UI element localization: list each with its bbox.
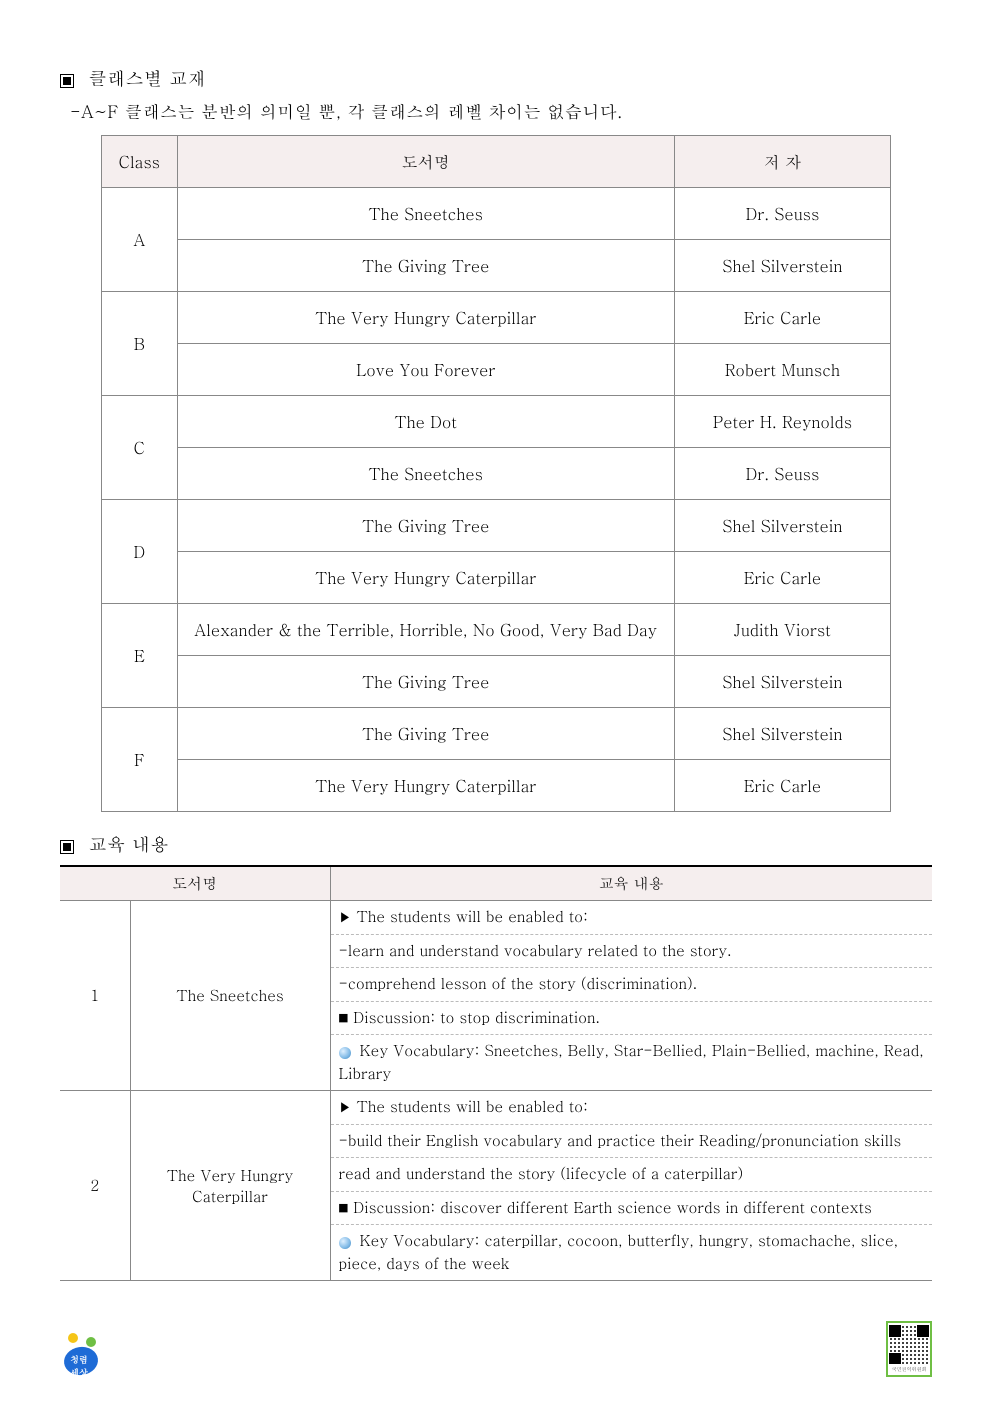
book-cell: The Giving Tree [177, 708, 674, 760]
book-cell: The Dot [177, 396, 674, 448]
section-title: 교육 내용 [89, 832, 170, 857]
section-header-materials: 클래스별 교재 [60, 66, 932, 91]
qr-code-icon [889, 1325, 929, 1364]
education-content-table: 도서명 교육 내용 1The Sneetches▶ The students w… [60, 865, 932, 1281]
author-cell: Eric Carle [674, 292, 890, 344]
table-row: Love You ForeverRobert Munsch [102, 344, 891, 396]
table-row: The Very Hungry CaterpillarEric Carle [102, 760, 891, 812]
author-cell: Dr. Seuss [674, 448, 890, 500]
book-cell: The Sneetches [177, 188, 674, 240]
book-cell: The Very Hungry Caterpillar [130, 1091, 330, 1281]
class-cell: C [102, 396, 178, 500]
author-cell: Shel Silverstein [674, 708, 890, 760]
table-row: DThe Giving TreeShel Silverstein [102, 500, 891, 552]
content-line: -comprehend lesson of the story (discrim… [331, 968, 933, 1002]
table-row: CThe DotPeter H. Reynolds [102, 396, 891, 448]
section-subnote: -A~F 클래스는 분반의 의미일 뿐, 각 클래스의 레벨 차이는 없습니다. [70, 99, 932, 123]
footer-qr: 국민권익위원회 [886, 1321, 932, 1377]
content-line: Key Vocabulary: caterpillar, cocoon, but… [331, 1225, 933, 1280]
footer-logo: 청렴세상 [60, 1333, 104, 1377]
table-row: AThe SneetchesDr. Seuss [102, 188, 891, 240]
book-cell: The Very Hungry Caterpillar [177, 292, 674, 344]
section-header-content: 교육 내용 [60, 832, 932, 857]
table-header-row: 도서명 교육 내용 [60, 866, 932, 901]
page-footer: 청렴세상 국민권익위원회 [60, 1321, 932, 1377]
book-cell: Love You Forever [177, 344, 674, 396]
book-cell: The Sneetches [177, 448, 674, 500]
content-line: -build their English vocabulary and prac… [331, 1125, 933, 1159]
table-row: BThe Very Hungry CaterpillarEric Carle [102, 292, 891, 344]
book-cell: The Giving Tree [177, 500, 674, 552]
book-cell: The Giving Tree [177, 656, 674, 708]
table-row: The Giving TreeShel Silverstein [102, 656, 891, 708]
class-cell: A [102, 188, 178, 292]
book-cell: The Sneetches [130, 901, 330, 1091]
table-row: 2The Very Hungry Caterpillar▶ The studen… [60, 1091, 932, 1281]
content-cell: ▶ The students will be enabled to:-learn… [330, 901, 932, 1091]
author-cell: Robert Munsch [674, 344, 890, 396]
bullet-icon [60, 840, 74, 854]
content-line: ■ Discussion: discover different Earth s… [331, 1192, 933, 1226]
header-book: 도서명 [60, 866, 330, 901]
content-line: -learn and understand vocabulary related… [331, 935, 933, 969]
table-row: 1The Sneetches▶ The students will be ena… [60, 901, 932, 1091]
book-cell: The Very Hungry Caterpillar [177, 552, 674, 604]
header-author: 저 자 [674, 136, 890, 188]
author-cell: Peter H. Reynolds [674, 396, 890, 448]
class-cell: E [102, 604, 178, 708]
author-cell: Shel Silverstein [674, 240, 890, 292]
author-cell: Shel Silverstein [674, 656, 890, 708]
author-cell: Shel Silverstein [674, 500, 890, 552]
content-line: ▶ The students will be enabled to: [331, 901, 933, 935]
class-cell: D [102, 500, 178, 604]
author-cell: Dr. Seuss [674, 188, 890, 240]
table-row: The Giving TreeShel Silverstein [102, 240, 891, 292]
content-cell: ▶ The students will be enabled to:-build… [330, 1091, 932, 1281]
content-line: ■ Discussion: to stop discrimination. [331, 1002, 933, 1036]
qr-label: 국민권익위원회 [892, 1366, 927, 1373]
class-materials-table: Class 도서명 저 자 AThe SneetchesDr. SeussThe… [101, 135, 891, 812]
content-line: read and understand the story (lifecycle… [331, 1158, 933, 1192]
table-row: EAlexander & the Terrible, Horrible, No … [102, 604, 891, 656]
table-row: The SneetchesDr. Seuss [102, 448, 891, 500]
content-line: Key Vocabulary: Sneetches, Belly, Star-B… [331, 1035, 933, 1090]
author-cell: Eric Carle [674, 760, 890, 812]
table-row: The Very Hungry CaterpillarEric Carle [102, 552, 891, 604]
book-cell: The Giving Tree [177, 240, 674, 292]
header-class: Class [102, 136, 178, 188]
author-cell: Eric Carle [674, 552, 890, 604]
class-cell: F [102, 708, 178, 812]
row-number: 2 [60, 1091, 130, 1281]
bullet-icon [60, 74, 74, 88]
table-header-row: Class 도서명 저 자 [102, 136, 891, 188]
class-cell: B [102, 292, 178, 396]
content-line: ▶ The students will be enabled to: [331, 1091, 933, 1125]
row-number: 1 [60, 901, 130, 1091]
header-content: 교육 내용 [330, 866, 932, 901]
book-cell: Alexander & the Terrible, Horrible, No G… [177, 604, 674, 656]
header-book: 도서명 [177, 136, 674, 188]
book-cell: The Very Hungry Caterpillar [177, 760, 674, 812]
logo-text: 청렴세상 [70, 1353, 88, 1379]
section-title: 클래스별 교재 [89, 66, 207, 91]
author-cell: Judith Viorst [674, 604, 890, 656]
table-row: FThe Giving TreeShel Silverstein [102, 708, 891, 760]
